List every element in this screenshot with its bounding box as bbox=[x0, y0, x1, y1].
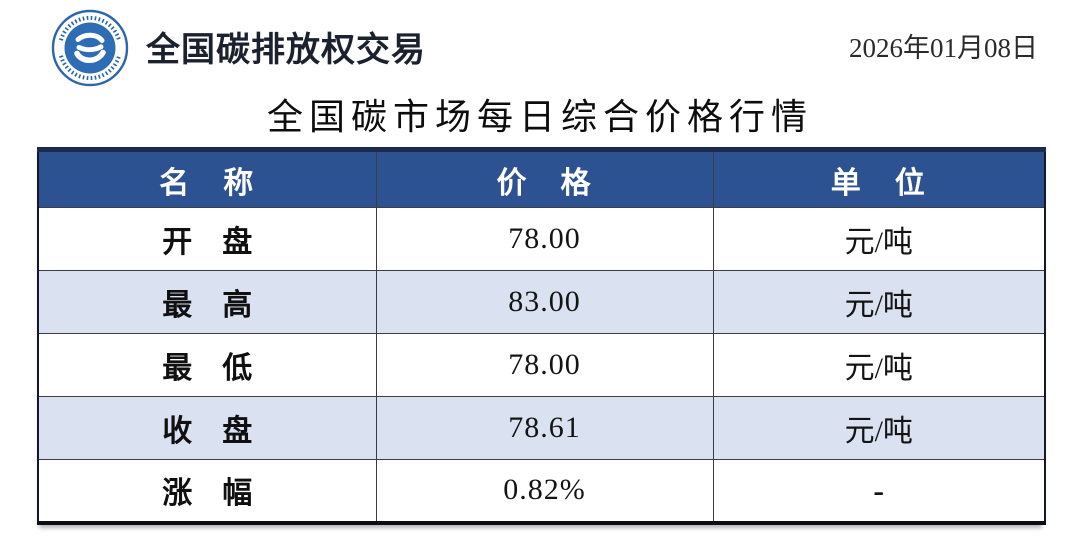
row-price-cell: 0.82% bbox=[375, 459, 714, 523]
table-row: 涨 幅 0.82% - bbox=[37, 459, 1046, 523]
row-unit-cell: 元/吨 bbox=[712, 270, 1046, 334]
carbon-exchange-logo-icon bbox=[51, 9, 129, 87]
column-header-price: 价 格 bbox=[375, 149, 714, 208]
row-price-cell: 83.00 bbox=[375, 270, 714, 334]
row-unit-cell: 元/吨 bbox=[712, 396, 1046, 460]
row-name-cell: 最 高 bbox=[37, 270, 377, 334]
logo-ring-text-bottom bbox=[59, 55, 121, 81]
row-unit-cell: - bbox=[712, 459, 1046, 523]
row-name-cell: 收 盘 bbox=[37, 396, 377, 460]
row-name-cell: 开 盘 bbox=[37, 207, 377, 271]
row-unit-cell: 元/吨 bbox=[712, 333, 1046, 397]
table-row: 最 低 78.00 元/吨 bbox=[37, 333, 1046, 397]
column-header-unit: 单 位 bbox=[712, 149, 1046, 208]
row-price-cell: 78.00 bbox=[375, 333, 714, 397]
price-table-container: 名 称 价 格 单 位 开 盘 78.00 元/吨 最 高 83.00 元/吨 … bbox=[37, 147, 1046, 525]
table-row: 收 盘 78.61 元/吨 bbox=[37, 396, 1046, 460]
row-price-cell: 78.61 bbox=[375, 396, 714, 460]
row-name-cell: 最 低 bbox=[37, 333, 377, 397]
table-row: 最 高 83.00 元/吨 bbox=[37, 270, 1046, 334]
row-price-cell: 78.00 bbox=[375, 207, 714, 271]
date-label: 2026年01月08日 bbox=[849, 33, 1038, 63]
row-unit-cell: 元/吨 bbox=[712, 207, 1046, 271]
table-row: 开 盘 78.00 元/吨 bbox=[37, 207, 1046, 271]
row-name-cell: 涨 幅 bbox=[37, 459, 377, 523]
column-header-name: 名 称 bbox=[37, 149, 377, 208]
table-header-row: 名 称 价 格 单 位 bbox=[37, 149, 1046, 208]
price-table: 名 称 价 格 单 位 开 盘 78.00 元/吨 最 高 83.00 元/吨 … bbox=[37, 147, 1046, 525]
brand-title: 全国碳排放权交易 bbox=[146, 32, 426, 69]
page-title: 全国碳市场每日综合价格行情 bbox=[266, 97, 813, 137]
logo-ring-text-top bbox=[59, 15, 121, 41]
